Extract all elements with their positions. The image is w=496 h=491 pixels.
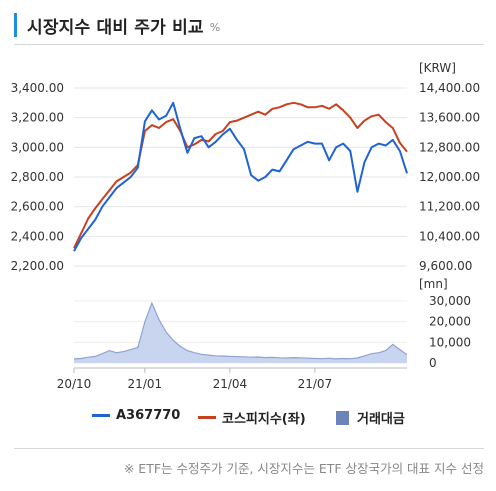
page-title: 시장지수 대비 주가 비교 [27,17,204,38]
legend-label-volume: 거래대금 [357,412,405,427]
right-axis-tick: 12,800.00 [419,140,480,154]
right-axis-tick: 9,600.00 [419,259,472,273]
legend-box-icon [336,410,349,425]
left-axis-tick: 2,200.00 [11,259,64,273]
volume-axis-unit: [mn] [419,277,448,291]
series-line-index [73,101,408,249]
chart-legend: A367770 코스피지수(좌) 거래대금 [0,406,496,430]
right-axis-unit: [KRW] [419,61,456,75]
right-axis-tick: 14,400.00 [419,81,480,95]
accent-bar [14,13,17,37]
unit-label: % [209,20,221,34]
volume-area [74,303,407,363]
left-axis-tick: 3,000.00 [11,140,64,154]
left-axis-tick: 2,400.00 [11,229,64,243]
left-axis-tick: 2,600.00 [11,200,64,214]
left-axis-tick: 3,200.00 [11,111,64,125]
volume-axis-tick: 30,000 [429,294,471,308]
volume-axis-tick: 10,000 [429,335,471,349]
footer-divider [14,448,484,449]
price-comparison-chart: 3,400.00 3,200.00 3,000.00 2,800.00 2,600.00… [11,61,481,391]
right-axis-tick: 13,600.00 [419,111,480,125]
x-axis-tick: 21/07 [298,377,333,391]
legend-item-stock[interactable]: A367770 [92,408,180,423]
header-divider [14,44,484,45]
legend-line-icon [198,416,216,419]
left-axis-tick: 3,400.00 [11,81,64,95]
x-axis-tick: 20/10 [57,377,92,391]
x-axis-tick: 21/01 [128,377,163,391]
legend-item-index[interactable]: 코스피지수(좌) [198,408,306,427]
right-axis-tick: 12,000.00 [419,170,480,184]
legend-line-icon [92,414,110,417]
left-axis-tick: 2,800.00 [11,170,64,184]
legend-item-volume[interactable]: 거래대금 [336,408,405,427]
series-line-stock [73,101,408,252]
chart-header: 시장지수 대비 주가 비교 % [14,12,220,38]
x-axis-tick: 21/04 [213,377,248,391]
right-axis-tick: 11,200.00 [419,200,480,214]
legend-label-stock: A367770 [116,408,181,423]
legend-label-index: 코스피지수(좌) [222,412,306,427]
volume-axis-tick: 0 [429,356,437,370]
volume-line [73,301,408,360]
right-axis-tick: 10,400.00 [419,229,480,243]
footnote: ※ ETF는 수정주가 기준, 시장지수는 ETF 상장국가의 대표 지수 선정 [123,461,484,476]
volume-axis-tick: 20,000 [429,315,471,329]
